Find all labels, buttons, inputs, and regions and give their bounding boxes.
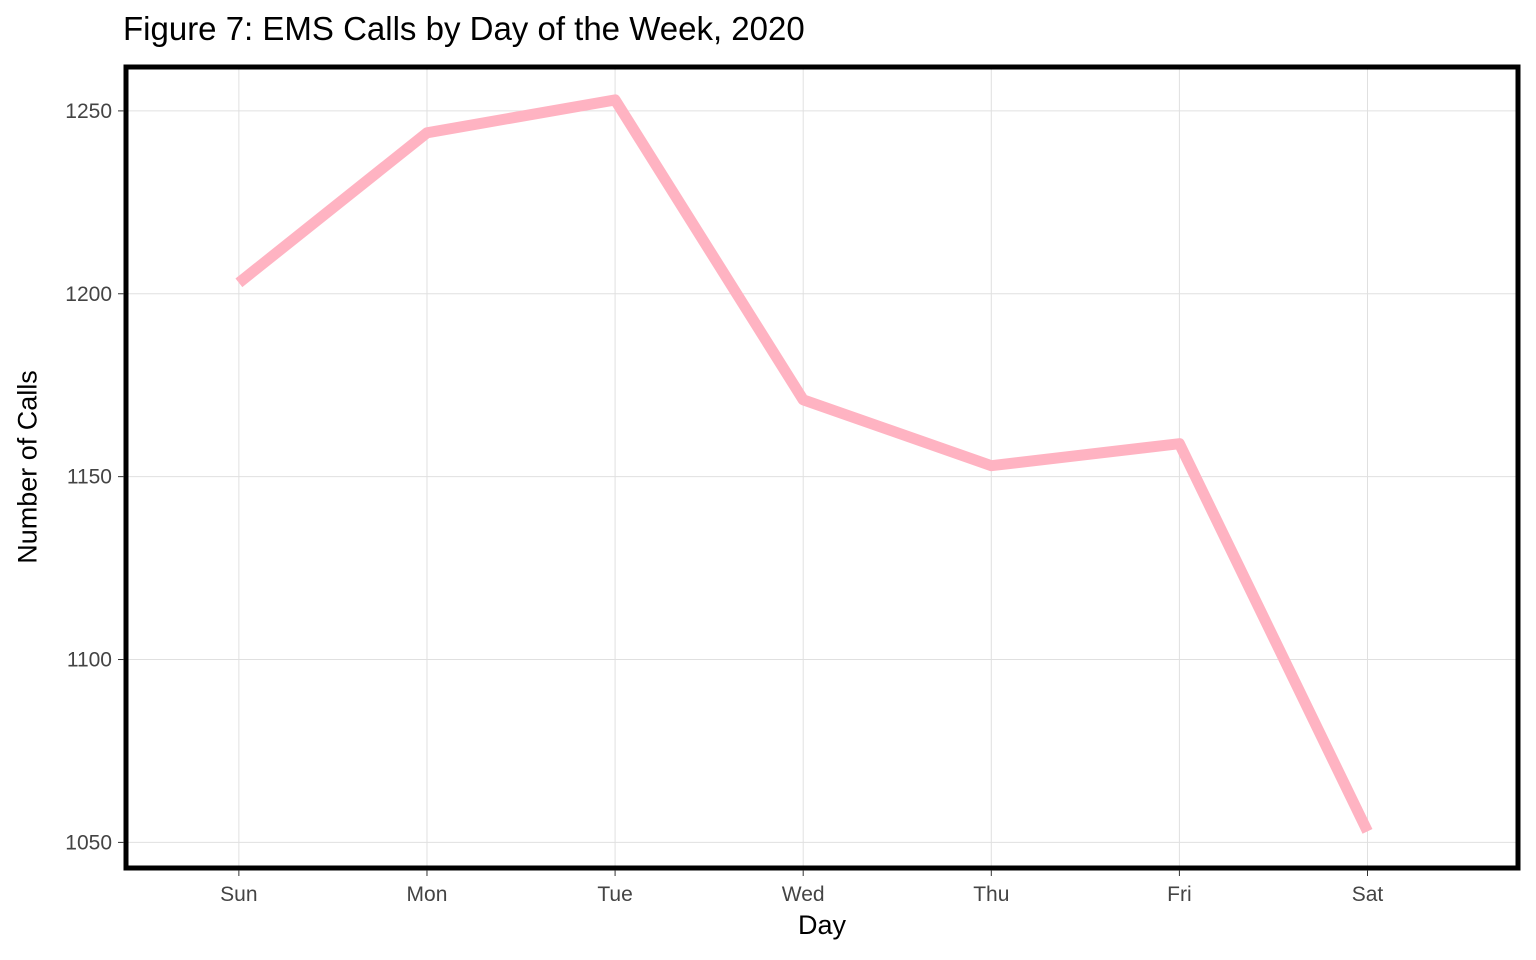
- chart-title: Figure 7: EMS Calls by Day of the Week, …: [123, 10, 805, 47]
- x-axis-ticks: Sun Mon Tue Wed Thu Fri Sat: [220, 870, 1383, 906]
- x-tick-label: Sat: [1352, 883, 1384, 906]
- x-tick-label: Tue: [597, 883, 632, 906]
- y-tick-label: 1250: [65, 100, 112, 123]
- plot-frame: [123, 64, 1521, 871]
- y-tick-label: 1150: [67, 466, 112, 489]
- y-axis-ticks: 1050 1100 1150 1200 1250: [65, 100, 124, 854]
- y-tick-label: 1200: [65, 283, 112, 306]
- x-axis-label: Day: [797, 910, 847, 940]
- series-layer: [235, 94, 1373, 834]
- x-tick-label: Fri: [1167, 883, 1192, 906]
- x-tick-label: Sun: [220, 883, 257, 906]
- x-tick-label: Thu: [973, 883, 1009, 906]
- gridlines: [126, 67, 1518, 868]
- x-tick-label: Mon: [407, 883, 448, 906]
- x-tick-label: Wed: [782, 883, 825, 906]
- y-tick-label: 1050: [65, 831, 112, 854]
- y-tick-label: 1100: [67, 649, 112, 672]
